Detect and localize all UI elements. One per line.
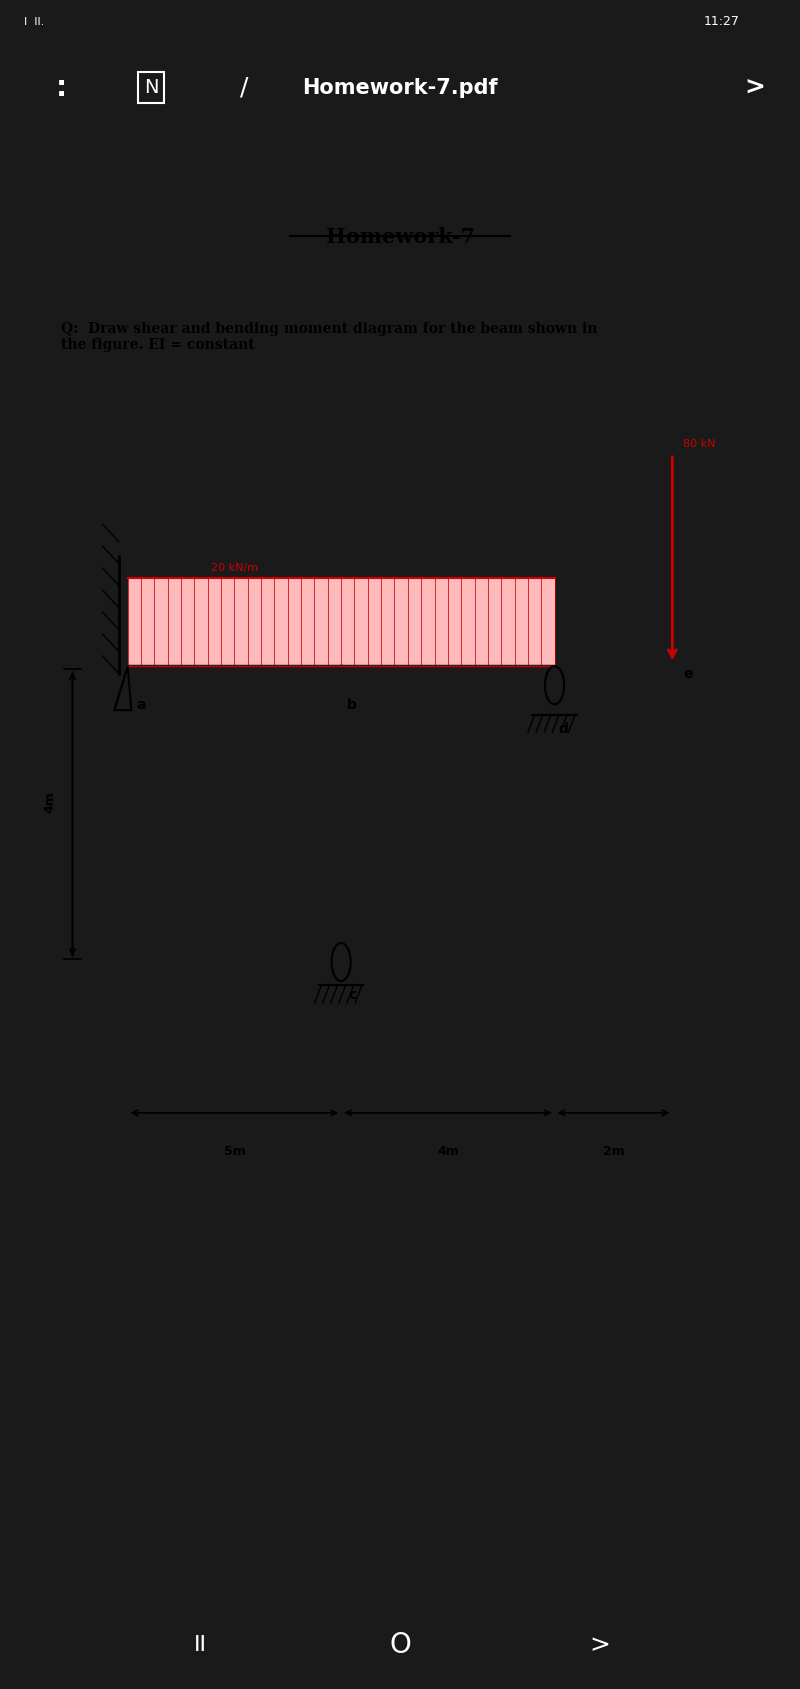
Text: e: e — [683, 667, 693, 681]
Text: /: / — [240, 76, 248, 100]
Text: 5m: 5m — [223, 1145, 246, 1159]
Text: 2m: 2m — [602, 1145, 624, 1159]
Text: c: c — [348, 988, 356, 1002]
Text: I  Il.: I Il. — [24, 17, 44, 27]
Text: d: d — [558, 721, 568, 736]
Text: N: N — [144, 78, 158, 98]
Text: 4m: 4m — [437, 1145, 458, 1159]
Bar — [128, 578, 554, 665]
Text: Homework-7: Homework-7 — [326, 226, 474, 247]
Text: O: O — [389, 1632, 411, 1659]
Text: Q:  Draw shear and bending moment diagram for the beam shown in
the figure. EI =: Q: Draw shear and bending moment diagram… — [62, 323, 598, 353]
Text: a: a — [136, 699, 146, 713]
Text: 11:27: 11:27 — [704, 15, 740, 29]
Text: 20 kN/m: 20 kN/m — [211, 562, 258, 573]
Text: b: b — [347, 699, 357, 713]
Text: >: > — [590, 1633, 610, 1657]
Text: II: II — [194, 1635, 206, 1655]
Text: 80 kN: 80 kN — [683, 439, 716, 449]
Text: Homework-7.pdf: Homework-7.pdf — [302, 78, 498, 98]
Text: :: : — [56, 74, 67, 101]
Text: >: > — [744, 76, 765, 100]
Text: 4m: 4m — [44, 790, 57, 812]
